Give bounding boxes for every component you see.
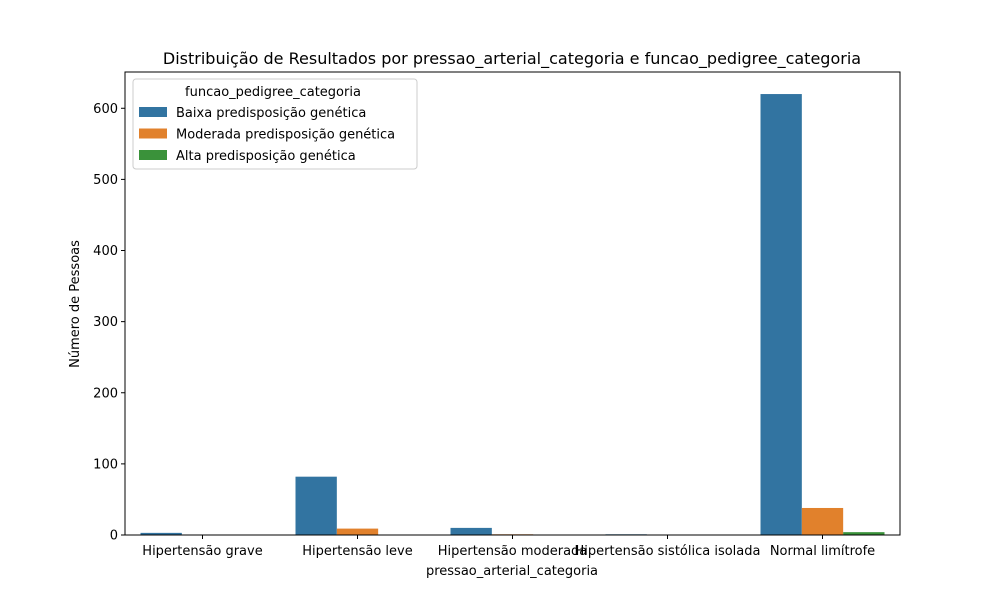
legend-swatch (139, 107, 167, 117)
x-tick-label: Hipertensão leve (302, 544, 412, 559)
y-tick-label: 200 (93, 386, 118, 401)
y-tick-label: 100 (93, 457, 118, 472)
plot-frame (124, 71, 901, 536)
y-tick-label: 300 (93, 315, 118, 330)
x-axis-ticks: Hipertensão grave Hipertensão leve Hiperte… (142, 535, 875, 559)
bar (760, 94, 802, 536)
bar (801, 507, 844, 535)
bars-group (140, 94, 885, 536)
legend-title: funcao_pedigree_categoria (185, 85, 361, 100)
legend-label: Alta predisposição genética (176, 149, 356, 164)
x-tick-label: Hipertensão moderada (438, 544, 588, 559)
legend-swatch (139, 150, 167, 160)
chart-title: Distribuição de Resultados por pressao_a… (163, 49, 861, 69)
x-tick-label: Normal limítrofe (770, 544, 875, 559)
legend-label: Moderada predisposição genética (176, 128, 395, 143)
y-axis-title: Número de Pessoas (68, 240, 83, 368)
x-axis-title: pressao_arterial_categoria (426, 564, 598, 579)
y-tick-label: 500 (93, 173, 118, 188)
bar (295, 476, 337, 535)
legend-label: Baixa predisposição genética (176, 106, 366, 121)
legend-swatch (139, 128, 167, 139)
bar (336, 528, 379, 535)
y-tick-label: 400 (93, 244, 118, 259)
legend: funcao_pedigree_categoria Baixa predispo… (132, 78, 418, 170)
x-tick-label: Hipertensão grave (142, 544, 262, 559)
legend-box (132, 78, 418, 170)
y-tick-label: 600 (93, 102, 118, 117)
bar (450, 527, 492, 535)
x-tick-label: Hipertensão sistólica isolada (575, 544, 761, 559)
y-axis-ticks: 0 100 200 300 400 500 600 (93, 102, 125, 544)
y-tick-label: 0 (110, 529, 118, 544)
bar (140, 532, 182, 535)
bar (843, 532, 885, 535)
legend-items: Baixa predisposição genética Moderada pre… (139, 106, 395, 164)
